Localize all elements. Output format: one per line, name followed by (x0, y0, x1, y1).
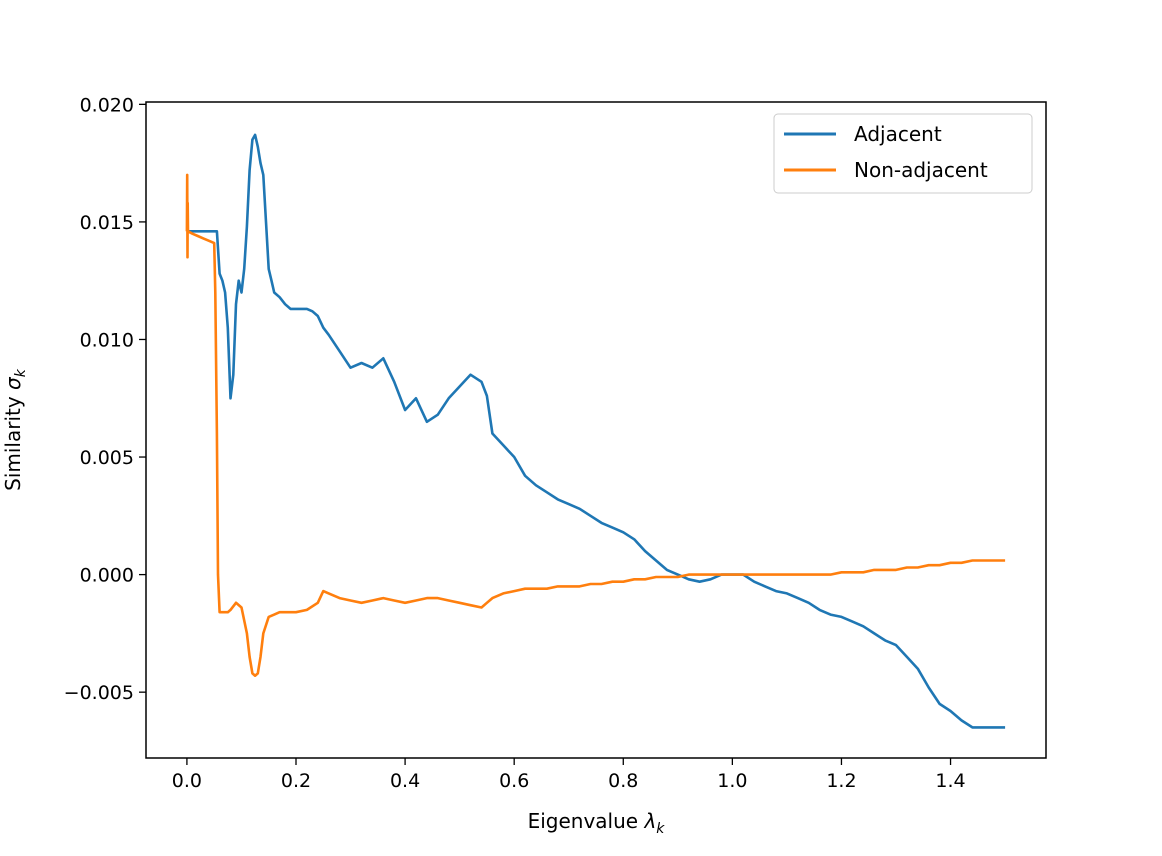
y-axis-label-symbol: σ (1, 376, 25, 390)
legend: Adjacent Non-adjacent (773, 113, 1033, 194)
x-tick-label: 0.0 (172, 770, 202, 792)
y-axis-label-subscript: k (13, 368, 29, 377)
x-axis-label-symbol: λ (643, 809, 656, 833)
y-axis-label-main: Similarity (1, 390, 25, 491)
y-tick-label: 0.000 (80, 565, 134, 587)
y-tick-label: 0.015 (80, 212, 134, 234)
x-tick-label: 1.2 (826, 770, 856, 792)
x-tick-label: 0.4 (390, 770, 420, 792)
y-axis-label: Similarity σk (1, 368, 29, 491)
series-layer (185, 133, 1006, 729)
x-axis: 0.0 0.2 0.4 0.6 0.8 1.0 1.2 1.4 (172, 758, 966, 792)
legend-label-adjacent: Adjacent (854, 122, 942, 146)
x-tick-label: 0.2 (281, 770, 311, 792)
y-axis: −0.005 0.000 0.005 0.010 0.015 0.020 (64, 94, 146, 704)
x-axis-label-main: Eigenvalue (528, 809, 645, 833)
y-tick-label: 0.010 (80, 329, 134, 351)
plot-frame (145, 101, 1047, 759)
series-line-adjacent (186, 133, 1006, 729)
x-tick-label: 0.8 (608, 770, 638, 792)
x-tick-label: 1.0 (717, 770, 747, 792)
x-axis-label-subscript: k (656, 821, 665, 837)
legend-box (773, 113, 1033, 194)
legend-label-non-adjacent: Non-adjacent (854, 158, 988, 182)
x-tick-label: 1.4 (935, 770, 965, 792)
x-tick-label: 0.6 (499, 770, 529, 792)
y-tick-label: 0.005 (80, 447, 134, 469)
y-tick-label: 0.020 (80, 94, 134, 116)
y-tick-label: −0.005 (64, 682, 134, 704)
series-line-non-adjacent (185, 173, 1006, 678)
x-axis-label: Eigenvalue λk (528, 809, 666, 837)
